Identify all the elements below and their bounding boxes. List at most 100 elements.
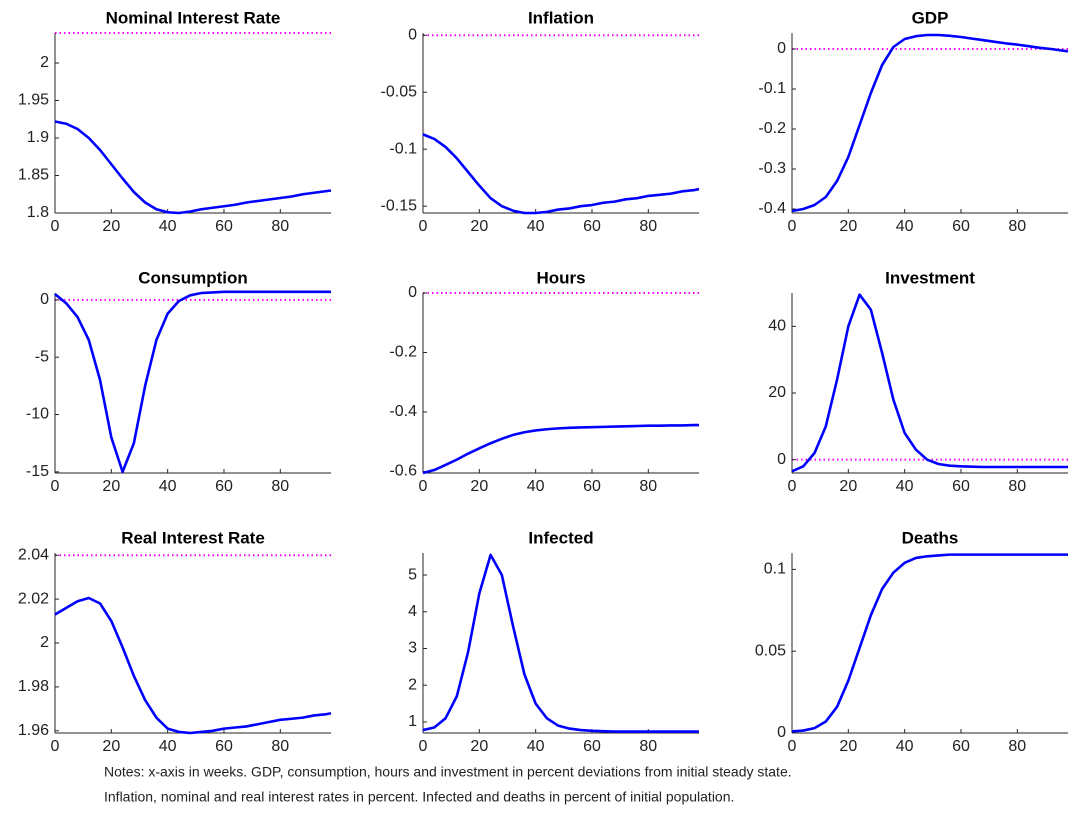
y-tick-label: 2	[40, 54, 49, 71]
x-tick-label: 80	[271, 738, 289, 755]
y-tick-label: 2	[408, 676, 417, 693]
y-tick-label: 0	[408, 284, 417, 301]
x-tick-label: 20	[102, 738, 120, 755]
panel-title: Investment	[885, 268, 975, 287]
x-tick-label: 80	[639, 218, 657, 235]
y-tick-label: 0	[777, 451, 786, 468]
y-tick-label: -10	[26, 406, 49, 423]
panel-title: Infected	[528, 528, 593, 547]
x-tick-label: 60	[952, 738, 970, 755]
panel-title: Hours	[536, 268, 585, 287]
x-tick-label: 0	[51, 478, 60, 495]
y-tick-label: 1.8	[27, 204, 49, 221]
y-tick-label: 0.1	[764, 561, 786, 578]
x-tick-label: 20	[839, 218, 857, 235]
x-tick-label: 80	[639, 478, 657, 495]
y-tick-label: -0.4	[758, 200, 786, 217]
x-tick-label: 60	[215, 218, 233, 235]
y-tick-label: 2.02	[18, 590, 49, 607]
x-tick-label: 0	[788, 218, 797, 235]
y-tick-label: 1.9	[27, 129, 49, 146]
x-tick-label: 40	[527, 478, 545, 495]
y-tick-label: -0.4	[389, 403, 417, 420]
x-tick-label: 0	[788, 738, 797, 755]
panel-title: GDP	[912, 8, 949, 27]
x-tick-label: 60	[583, 478, 601, 495]
x-tick-label: 60	[952, 478, 970, 495]
y-tick-label: -15	[26, 463, 49, 480]
series-line	[422, 133, 700, 215]
y-tick-label: -0.3	[758, 160, 786, 177]
x-tick-label: 0	[419, 738, 428, 755]
y-tick-label: 4	[408, 603, 417, 620]
y-tick-label: 5	[408, 566, 417, 583]
x-tick-label: 40	[896, 738, 914, 755]
y-tick-label: -0.1	[389, 140, 417, 157]
panel-title: Inflation	[528, 8, 594, 27]
series-line	[791, 33, 1068, 213]
y-tick-label: 0	[408, 26, 417, 43]
x-tick-label: 0	[419, 218, 428, 235]
x-tick-label: 40	[896, 218, 914, 235]
y-tick-label: 1	[408, 713, 417, 730]
x-tick-label: 40	[159, 738, 177, 755]
x-tick-label: 20	[102, 478, 120, 495]
series-line	[54, 596, 332, 735]
x-tick-label: 20	[102, 218, 120, 235]
x-tick-label: 20	[839, 478, 857, 495]
x-tick-label: 40	[159, 218, 177, 235]
x-tick-label: 0	[51, 218, 60, 235]
y-tick-label: 1.96	[18, 722, 49, 739]
x-tick-label: 40	[527, 218, 545, 235]
x-tick-label: 60	[583, 218, 601, 235]
series-line	[422, 423, 699, 475]
y-tick-label: 2.04	[18, 546, 49, 563]
y-tick-label: -0.05	[381, 83, 418, 100]
series-line	[422, 553, 699, 733]
x-tick-label: 40	[159, 478, 177, 495]
y-tick-label: -0.15	[381, 197, 418, 214]
y-tick-label: 20	[768, 384, 786, 401]
y-tick-label: 0	[777, 724, 786, 741]
x-tick-label: 80	[1008, 218, 1026, 235]
y-tick-label: 2	[40, 634, 49, 651]
x-tick-label: 40	[527, 738, 545, 755]
y-tick-label: 0.05	[755, 642, 786, 659]
series-line	[54, 290, 331, 474]
series-line	[54, 120, 332, 215]
y-tick-label: -5	[35, 348, 49, 365]
x-tick-label: 20	[839, 738, 857, 755]
panel-title: Deaths	[902, 528, 959, 547]
panel-title: Real Interest Rate	[121, 528, 265, 547]
y-tick-label: 1.95	[18, 92, 49, 109]
y-tick-label: 1.85	[18, 167, 49, 184]
note-line: Inflation, nominal and real interest rat…	[104, 789, 734, 805]
x-tick-label: 20	[470, 218, 488, 235]
y-tick-label: 40	[768, 318, 786, 335]
y-tick-label: 0	[777, 40, 786, 57]
x-tick-label: 60	[583, 738, 601, 755]
x-tick-label: 20	[470, 478, 488, 495]
x-tick-label: 80	[1008, 738, 1026, 755]
y-tick-label: -0.2	[389, 344, 417, 361]
x-tick-label: 0	[419, 478, 428, 495]
y-tick-label: -0.6	[389, 463, 417, 480]
series-line	[791, 553, 1068, 733]
y-tick-label: -0.2	[758, 120, 786, 137]
x-tick-label: 60	[215, 478, 233, 495]
x-tick-label: 0	[788, 478, 797, 495]
x-tick-label: 80	[1008, 478, 1026, 495]
x-tick-label: 60	[952, 218, 970, 235]
y-tick-label: 1.98	[18, 678, 49, 695]
series-line	[791, 293, 1068, 473]
x-tick-label: 80	[639, 738, 657, 755]
x-tick-label: 60	[215, 738, 233, 755]
panel-title: Nominal Interest Rate	[106, 8, 281, 27]
x-tick-label: 40	[896, 478, 914, 495]
x-tick-label: 0	[51, 738, 60, 755]
x-tick-label: 20	[470, 738, 488, 755]
y-tick-label: 3	[408, 640, 417, 657]
y-tick-label: 0	[40, 291, 49, 308]
x-tick-label: 80	[271, 218, 289, 235]
